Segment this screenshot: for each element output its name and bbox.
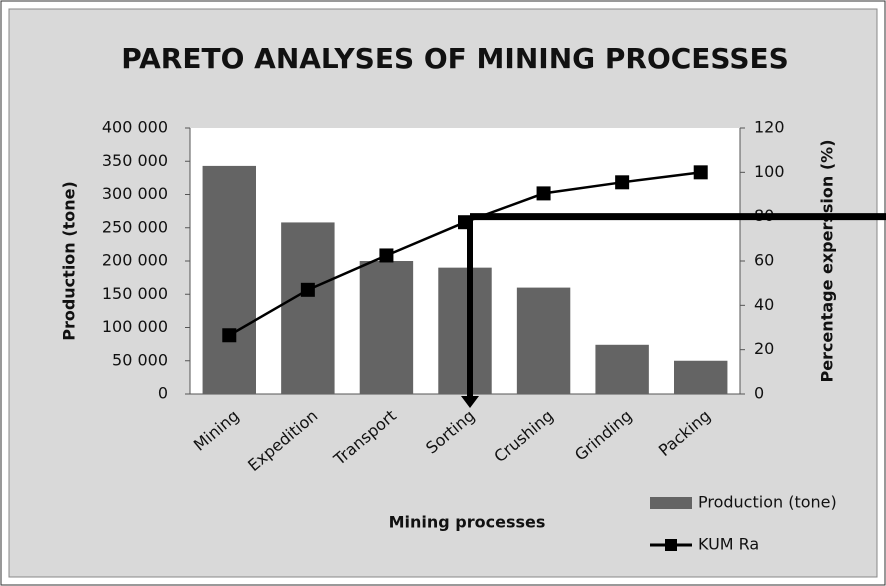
y2-tick-label: 20 bbox=[754, 339, 774, 358]
marker bbox=[222, 328, 237, 343]
y-axis-title: Production (tone) bbox=[60, 181, 79, 341]
y-tick-label: 250 000 bbox=[102, 217, 168, 236]
y2-tick-label: 0 bbox=[754, 384, 764, 403]
legend-marker bbox=[665, 539, 677, 551]
chart-title: PARETO ANALYSES OF MINING PROCESSES bbox=[121, 42, 789, 75]
bar bbox=[359, 261, 414, 394]
marker bbox=[379, 248, 394, 263]
marker bbox=[300, 282, 315, 297]
y-tick-label: 50 000 bbox=[112, 350, 168, 369]
marker bbox=[615, 175, 630, 190]
legend-swatch bbox=[650, 497, 692, 509]
y-tick-label: 350 000 bbox=[102, 151, 168, 170]
bar bbox=[202, 165, 256, 394]
y2-tick-label: 100 bbox=[754, 162, 785, 181]
y2-tick-label: 60 bbox=[754, 251, 774, 270]
y-tick-label: 300 000 bbox=[102, 184, 168, 203]
bar bbox=[281, 222, 335, 394]
bar bbox=[516, 287, 571, 394]
x-axis-title: Mining processes bbox=[389, 513, 546, 532]
arrow-head bbox=[461, 396, 479, 408]
y2-axis-title: Percentage experssion (%) bbox=[818, 139, 837, 382]
y2-tick-label: 120 bbox=[754, 118, 785, 137]
legend-label: Production (tone) bbox=[698, 493, 837, 512]
bar bbox=[595, 344, 649, 394]
y-tick-label: 100 000 bbox=[102, 317, 168, 336]
bar bbox=[438, 267, 492, 394]
y-tick-label: 0 bbox=[158, 384, 168, 403]
y-tick-label: 400 000 bbox=[102, 118, 168, 137]
marker bbox=[536, 186, 551, 201]
y-tick-label: 150 000 bbox=[102, 284, 168, 303]
legend-label: KUM Ra bbox=[698, 535, 759, 554]
marker bbox=[693, 165, 708, 180]
y2-tick-label: 40 bbox=[754, 295, 774, 314]
bar bbox=[674, 360, 728, 394]
y-tick-label: 200 000 bbox=[102, 251, 168, 270]
